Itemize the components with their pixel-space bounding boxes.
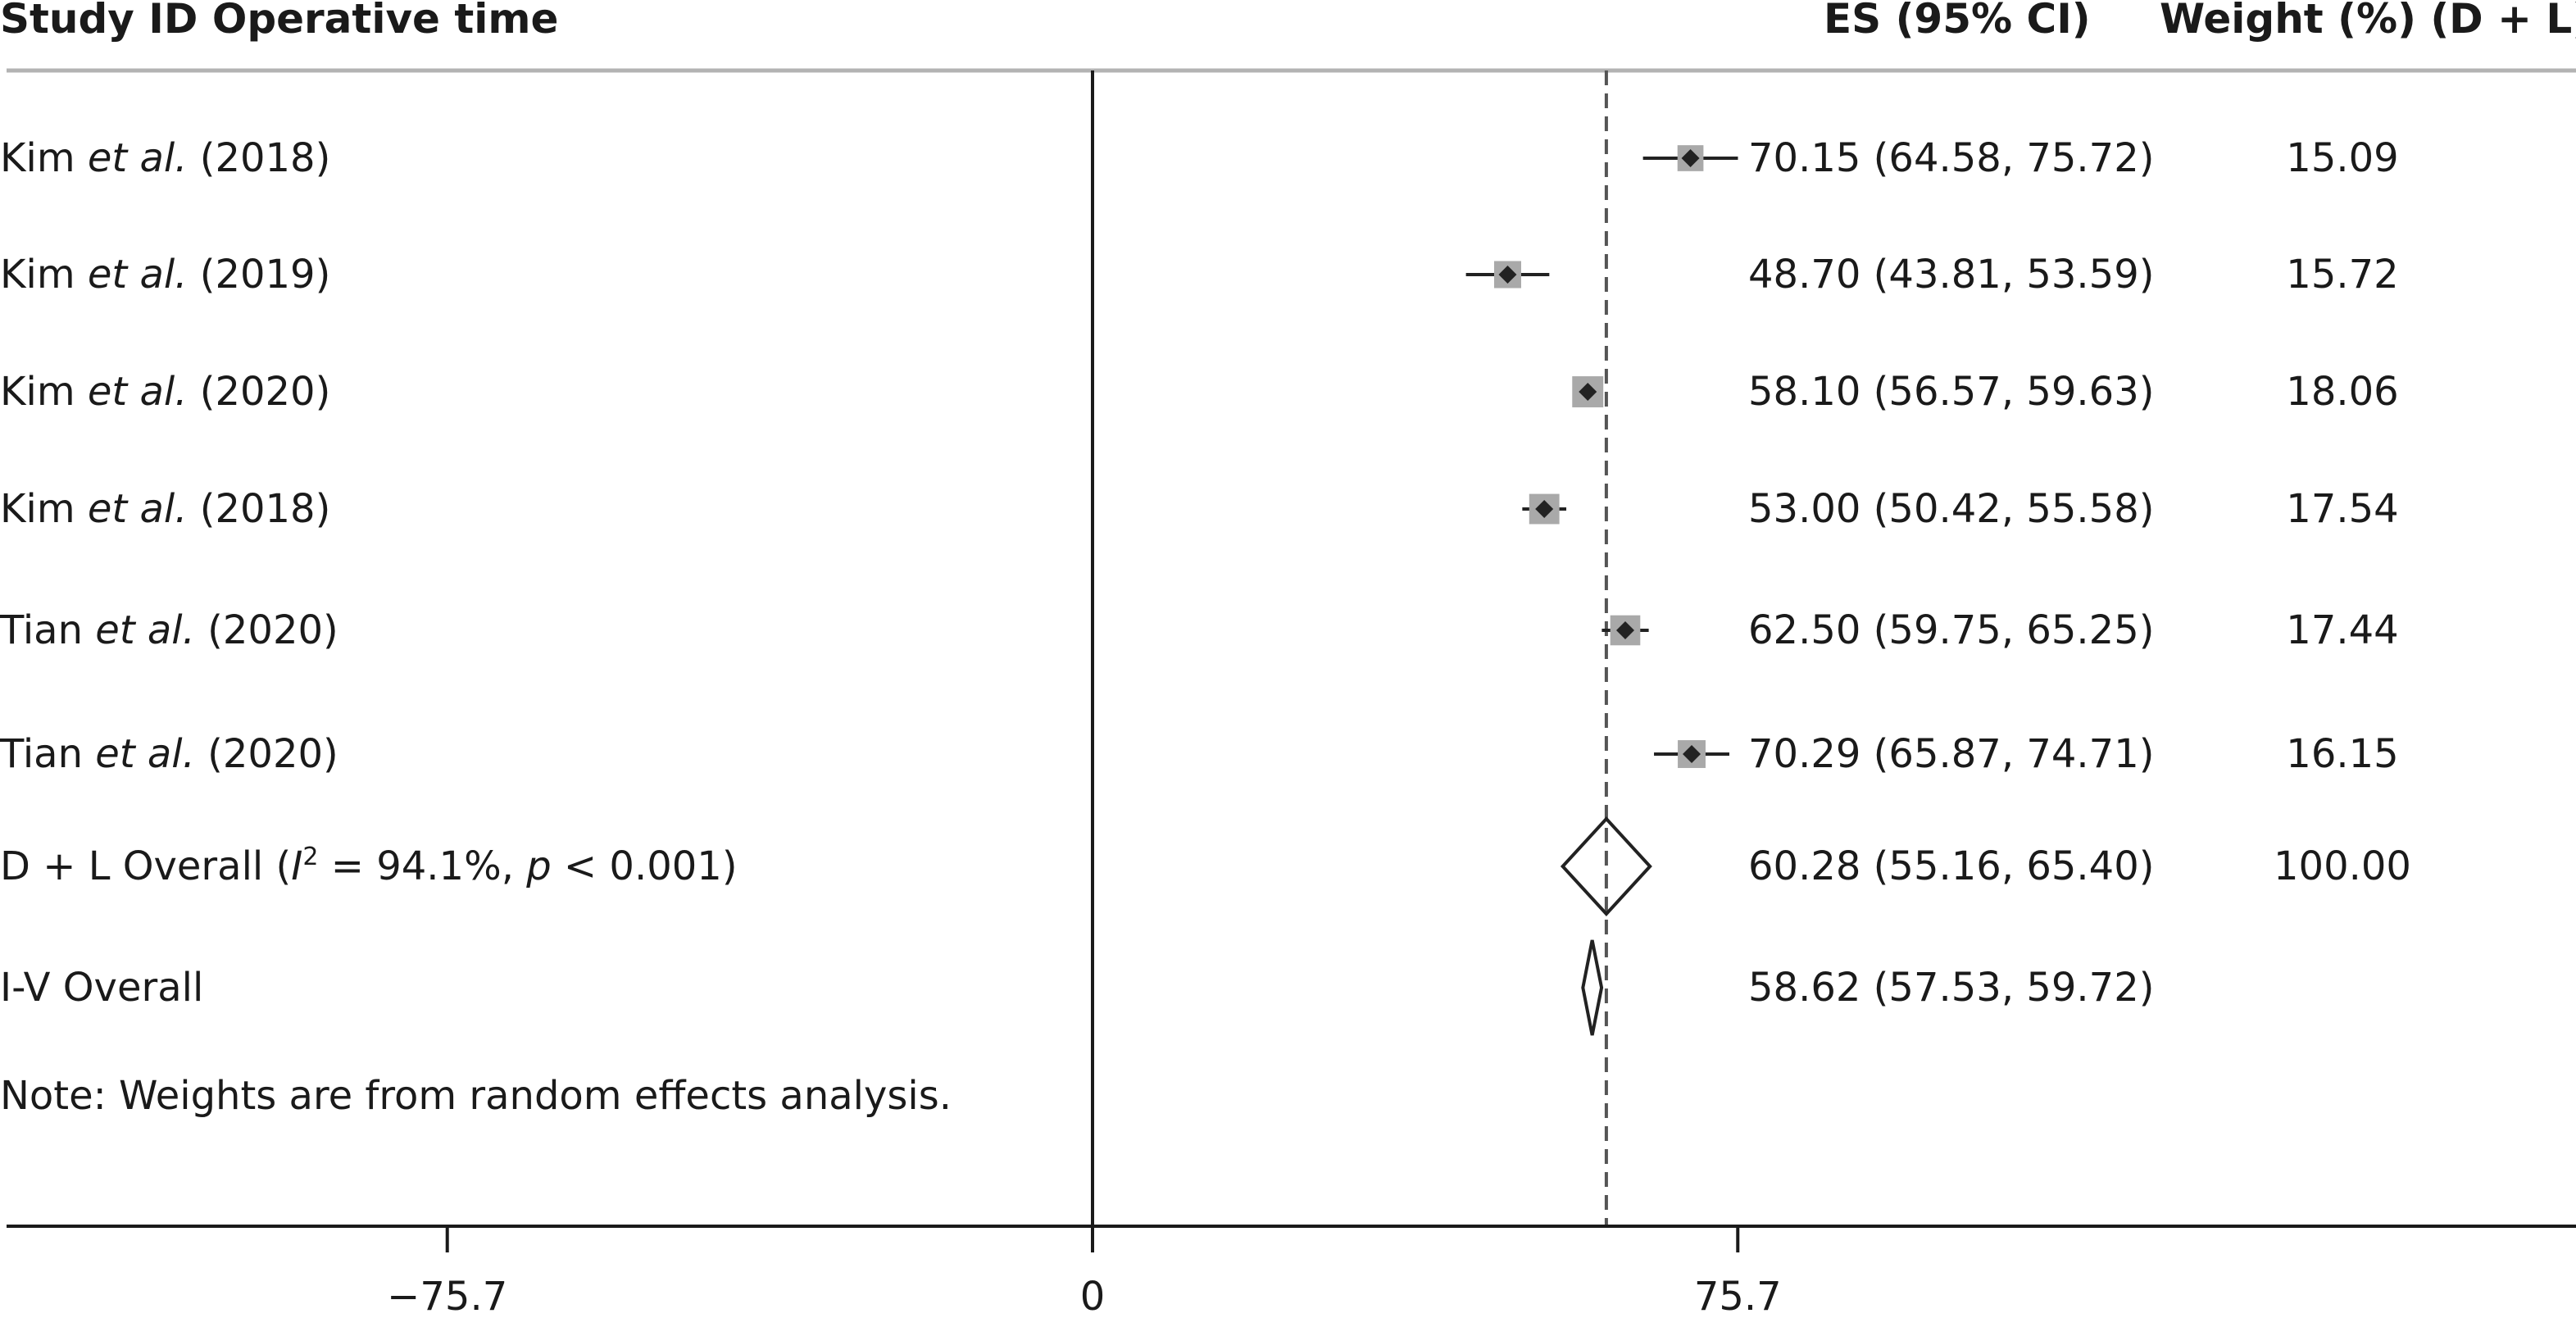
study-author: Kim	[0, 135, 88, 181]
point-estimate	[1535, 500, 1554, 518]
x-tick-label: 75.7	[1694, 1274, 1782, 1318]
overall-label-text: I-V Overall	[0, 965, 203, 1011]
es-column-header: ES (95% CI)	[1824, 0, 2091, 43]
es-ci-value: 62.50 (59.75, 65.25)	[1748, 607, 2154, 653]
overall-row: D + L Overall (I2 = 94.1%, p < 0.001) 60.…	[0, 816, 2411, 916]
overall-label: D + L Overall (I2 = 94.1%, p < 0.001)	[0, 843, 738, 889]
study-label: Kim et al. (2018)	[0, 486, 330, 532]
weight-value: 15.09	[2286, 135, 2398, 181]
es-ci-value: 70.29 (65.87, 74.71)	[1748, 731, 2154, 777]
overall-row: I-V Overall 58.62 (57.53, 59.72)	[0, 939, 2154, 1036]
es-ci-value: 53.00 (50.42, 55.58)	[1748, 486, 2154, 532]
x-tick-label: 0	[1080, 1274, 1106, 1318]
weight-column-header: Weight (%) (D + L)	[2160, 0, 2576, 43]
overall-superscript: 2	[302, 843, 318, 871]
study-et-al: et al.	[88, 486, 188, 532]
study-author: Kim	[0, 252, 88, 298]
es-ci-value: 70.15 (64.58, 75.72)	[1748, 135, 2154, 181]
study-row: Tian et al. (2020) 70.29 (65.87, 74.71) 16…	[0, 731, 2399, 777]
overall-i-squared-value: = 94.1%,	[318, 843, 526, 889]
study-author: Kim	[0, 486, 88, 532]
x-tick-label: −75.7	[387, 1274, 507, 1318]
es-ci-value: 48.70 (43.81, 53.59)	[1748, 252, 2154, 298]
study-year: (2020)	[195, 607, 338, 653]
study-column-header: Study ID Operative time	[0, 0, 558, 43]
overall-i-squared: I	[291, 843, 302, 889]
point-estimate	[1616, 621, 1634, 639]
overall-label: I-V Overall	[0, 965, 203, 1011]
study-label: Tian et al. (2020)	[0, 607, 338, 653]
study-year: (2020)	[187, 369, 330, 415]
study-year: (2019)	[187, 252, 330, 298]
overall-label-text: D + L Overall (	[0, 843, 291, 889]
point-estimate	[1579, 383, 1597, 401]
study-label: Tian et al. (2020)	[0, 731, 338, 777]
study-row: Tian et al. (2020) 62.50 (59.75, 65.25) 17…	[0, 607, 2399, 653]
point-estimate	[1683, 745, 1701, 763]
study-et-al: et al.	[95, 731, 195, 777]
study-year: (2020)	[195, 731, 338, 777]
weights-note: Note: Weights are from random effects an…	[0, 1073, 952, 1119]
study-row: Kim et al. (2019) 48.70 (43.81, 53.59) 15.…	[0, 252, 2399, 298]
overall-es-ci-value: 58.62 (57.53, 59.72)	[1748, 965, 2154, 1011]
overall-diamond	[1581, 939, 1604, 1036]
study-label: Kim et al. (2020)	[0, 369, 330, 415]
weight-value: 17.44	[2286, 607, 2398, 653]
study-row: Kim et al. (2020) 58.10 (56.57, 59.63) 18.…	[0, 369, 2399, 415]
study-row: Kim et al. (2018) 53.00 (50.42, 55.58) 17.…	[0, 486, 2399, 532]
es-ci-value: 58.10 (56.57, 59.63)	[1748, 369, 2154, 415]
point-estimate	[1681, 149, 1700, 167]
weight-value: 18.06	[2286, 369, 2398, 415]
point-estimate	[1498, 266, 1517, 284]
study-label: Kim et al. (2019)	[0, 252, 330, 298]
study-author: Tian	[0, 607, 95, 653]
study-et-al: et al.	[95, 607, 195, 653]
study-et-al: et al.	[88, 252, 188, 298]
overall-diamond	[1560, 816, 1652, 916]
study-year: (2018)	[187, 486, 330, 532]
weight-value: 15.72	[2286, 252, 2398, 298]
study-author: Kim	[0, 369, 88, 415]
study-row: Kim et al. (2018) 70.15 (64.58, 75.72) 15.…	[0, 135, 2399, 181]
overall-p: p	[525, 843, 551, 889]
overall-es-ci-value: 60.28 (55.16, 65.40)	[1748, 843, 2154, 889]
study-et-al: et al.	[88, 135, 188, 181]
study-label: Kim et al. (2018)	[0, 135, 330, 181]
overall-p-value: < 0.001)	[552, 843, 738, 889]
overall-weight-value: 100.00	[2274, 843, 2411, 889]
study-et-al: et al.	[88, 369, 188, 415]
weight-value: 16.15	[2286, 731, 2398, 777]
study-author: Tian	[0, 731, 95, 777]
study-year: (2018)	[187, 135, 330, 181]
weight-value: 17.54	[2286, 486, 2398, 532]
